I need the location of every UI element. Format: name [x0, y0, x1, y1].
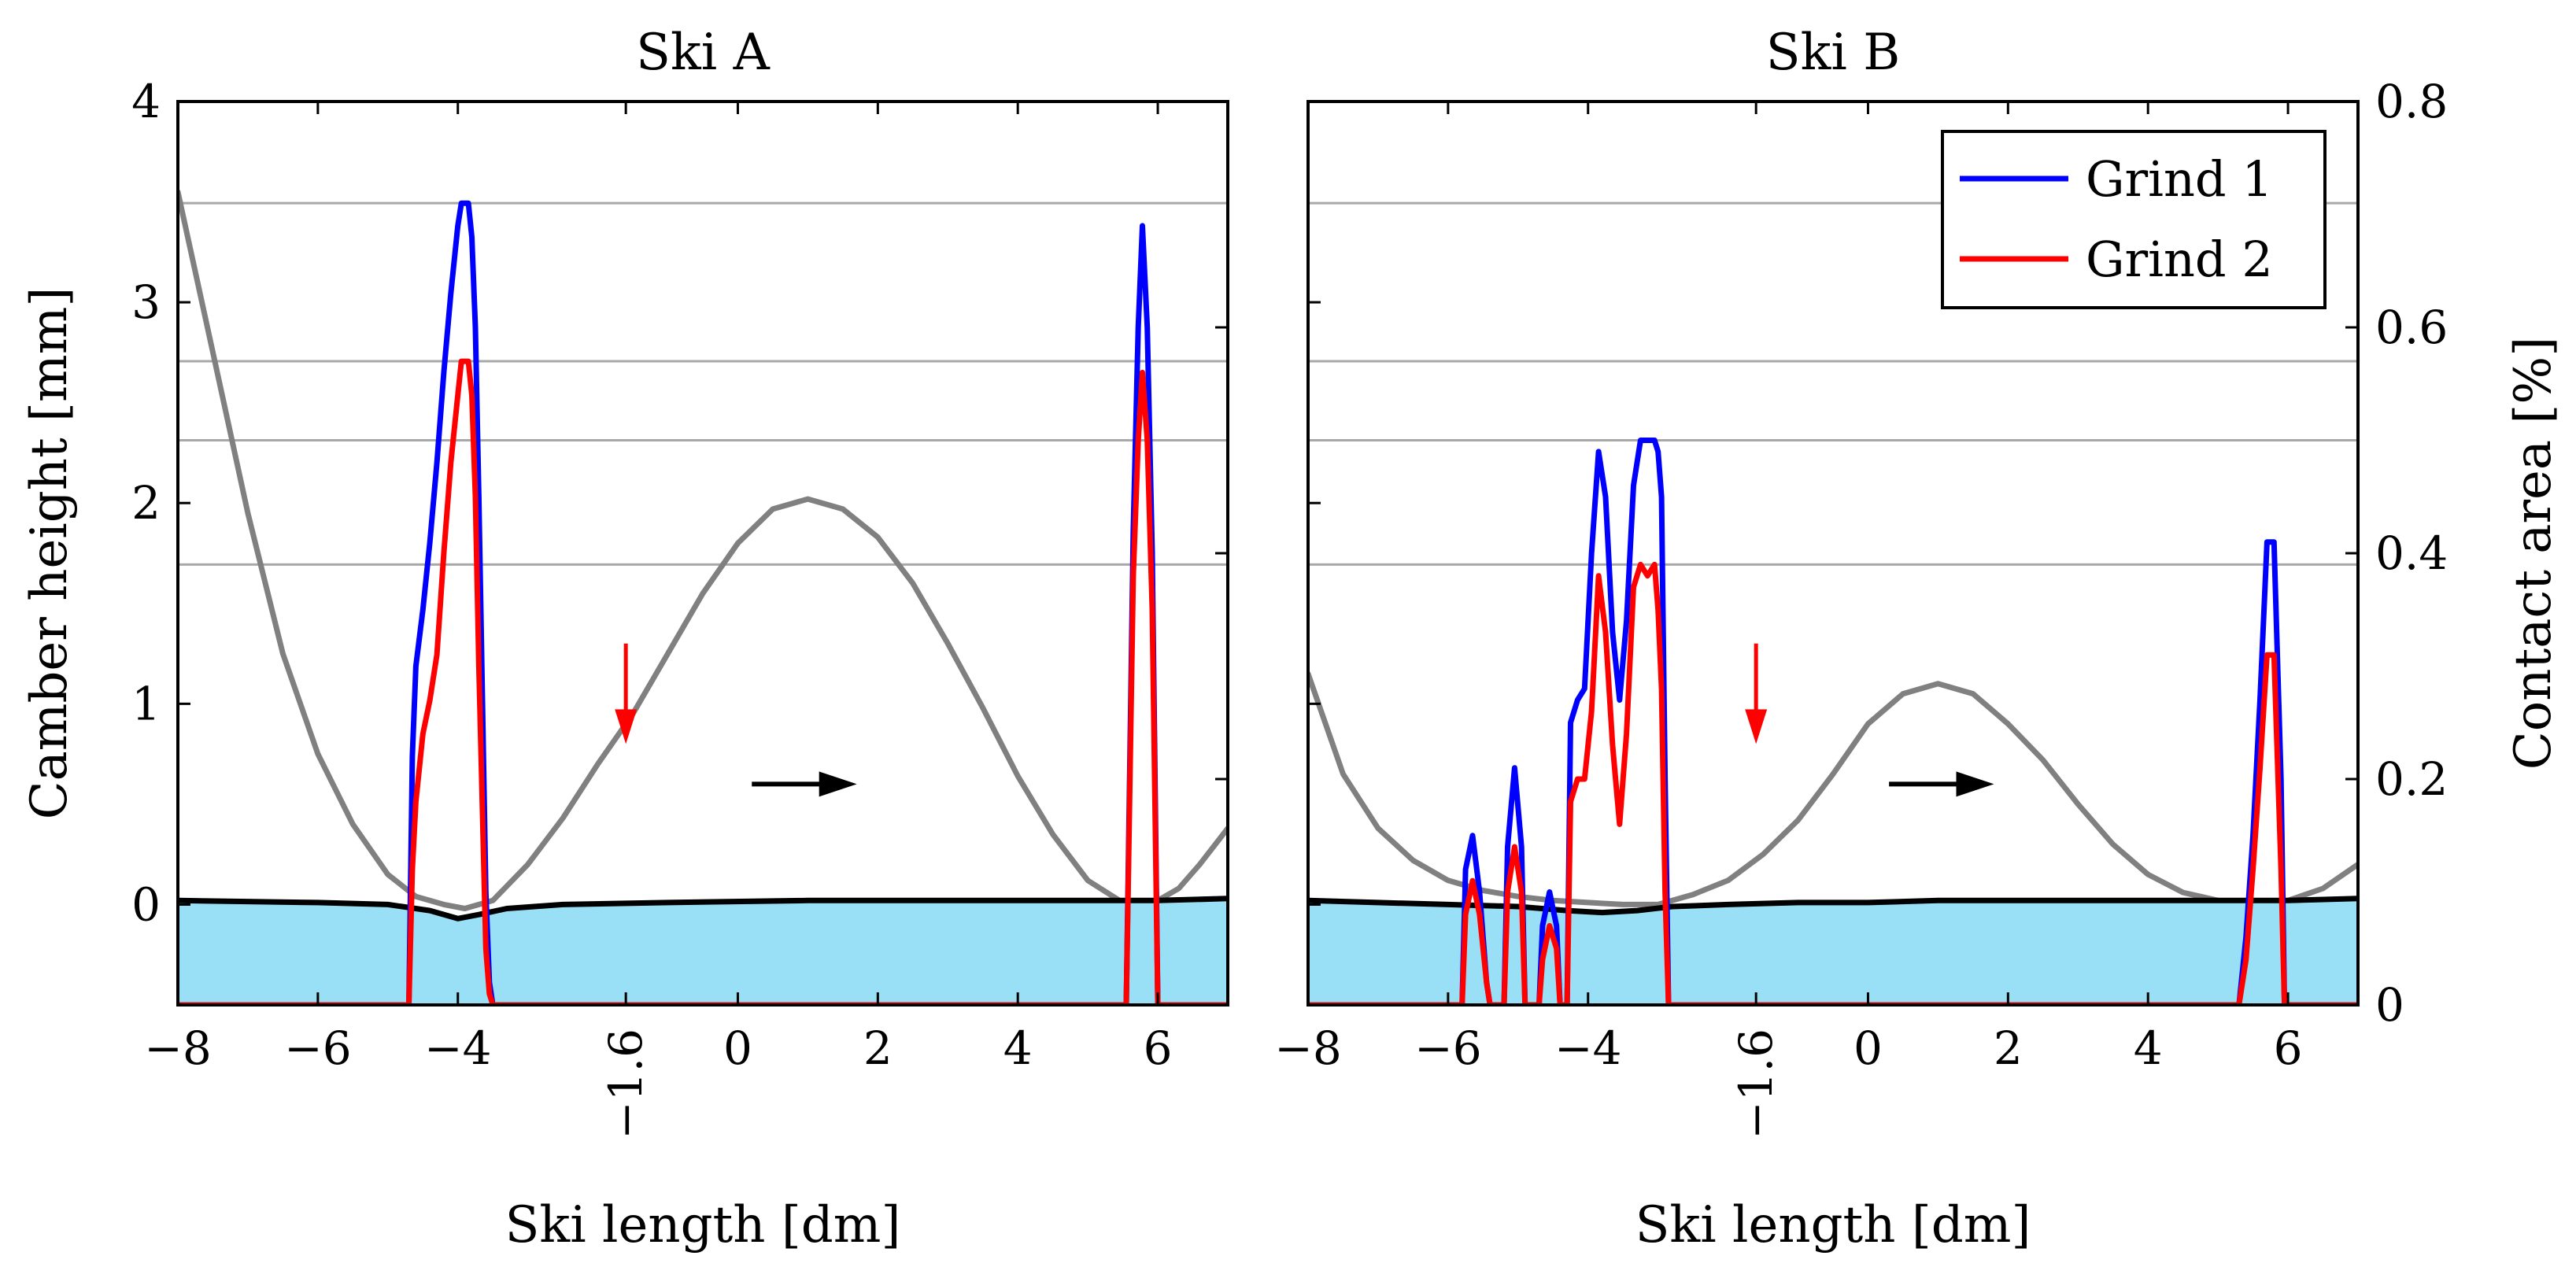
- legend-label: Grind 2: [2086, 231, 2273, 288]
- y2-tick-label: 0: [2375, 978, 2404, 1032]
- legend-label: Grind 1: [2086, 150, 2273, 208]
- x-tick-label: 4: [1003, 1021, 1033, 1075]
- x-tick-label: −6: [1414, 1021, 1482, 1075]
- y2-tick-label: 0.6: [2375, 301, 2448, 354]
- x-tick-label: −4: [424, 1021, 492, 1075]
- arrow-down-head: [615, 709, 638, 744]
- arrow-right-head: [1956, 771, 1994, 797]
- panel-title: Ski A: [636, 24, 770, 82]
- x-tick-label: −6: [284, 1021, 352, 1075]
- arrow-right-head: [819, 771, 857, 797]
- x-tick-label: −4: [1554, 1021, 1622, 1075]
- y-axis-title: Camber height [mm]: [20, 287, 79, 820]
- x-tick-label: 2: [1994, 1021, 2023, 1075]
- x-tick-label: 2: [863, 1021, 893, 1075]
- series-line-camber-profile: [178, 189, 1228, 911]
- panel-ski-b: −8 −6 −4 −1.6 0 2 4 6 0 0.2 0.4 0.6 0.8 Ski B Ski leng…: [1274, 24, 2563, 1254]
- y-tick-label: 1: [131, 677, 161, 730]
- x-tick-label: −8: [1274, 1021, 1342, 1075]
- legend: Grind 1 Grind 2: [1941, 130, 2327, 309]
- y2-tick-label: 0.2: [2375, 752, 2448, 806]
- arrow-down-head: [1745, 709, 1768, 744]
- y2-axis-title: Contact area [%]: [2504, 337, 2563, 770]
- x-tick-label: −1.6: [599, 1029, 652, 1139]
- y-tick-label: 3: [131, 275, 161, 329]
- series-line-camber-profile: [1308, 670, 2358, 907]
- x-tick-label: 6: [2274, 1021, 2303, 1075]
- x-tick-label: 0: [1853, 1021, 1883, 1075]
- x-tick-label: −8: [144, 1021, 212, 1075]
- x-tick-label: −1.6: [1729, 1029, 1783, 1139]
- x-axis-title: Ski length [dm]: [1635, 1196, 2031, 1254]
- y-tick-label: 4: [131, 75, 161, 128]
- y-tick-label: 2: [131, 476, 161, 530]
- y2-tick-label: 0.8: [2375, 75, 2448, 128]
- y-tick-label: 0: [131, 877, 161, 931]
- x-tick-label: 0: [723, 1021, 752, 1075]
- plot-area: [1308, 438, 2358, 1005]
- plot-area: [178, 189, 1228, 1005]
- base-fill-area: [178, 898, 1228, 1005]
- x-axis-title: Ski length [dm]: [505, 1196, 901, 1254]
- series-line-grind-2: [1308, 561, 2358, 1005]
- y2-tick-label: 0.4: [2375, 526, 2448, 580]
- x-tick-label: 4: [2134, 1021, 2163, 1075]
- plot-frame: [176, 100, 1229, 1007]
- x-tick-label: 6: [1144, 1021, 1173, 1075]
- legend-box: [1941, 130, 2327, 309]
- panel-title: Ski B: [1766, 24, 1900, 82]
- series-line-grind-2: [178, 358, 1228, 1005]
- series-line-grind-1: [178, 200, 1228, 1005]
- panel-ski-a: −8 −6 −4 −1.6 0 2 4 6 0 1 2 3 4 Ski A Ski length [dm] C…: [20, 24, 1229, 1254]
- series-line-base-line: [178, 896, 1228, 922]
